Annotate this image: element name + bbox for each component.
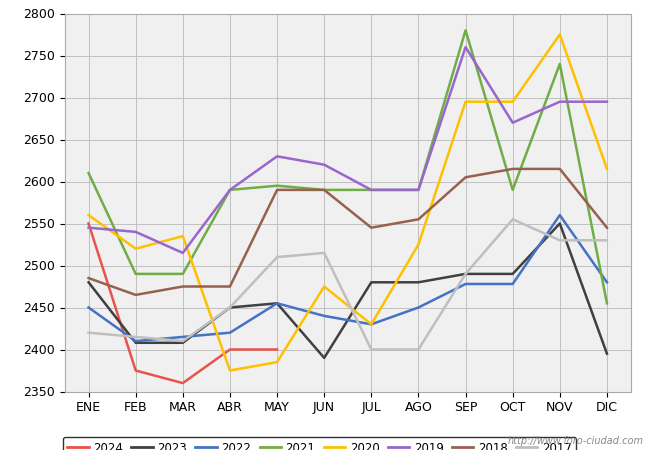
Text: http://www.foro-ciudad.com: http://www.foro-ciudad.com — [508, 436, 644, 446]
Text: Afiliados en Herrera a 31/5/2024: Afiliados en Herrera a 31/5/2024 — [178, 7, 472, 25]
Legend: 2024, 2023, 2022, 2021, 2020, 2019, 2018, 2017: 2024, 2023, 2022, 2021, 2020, 2019, 2018… — [62, 437, 577, 450]
